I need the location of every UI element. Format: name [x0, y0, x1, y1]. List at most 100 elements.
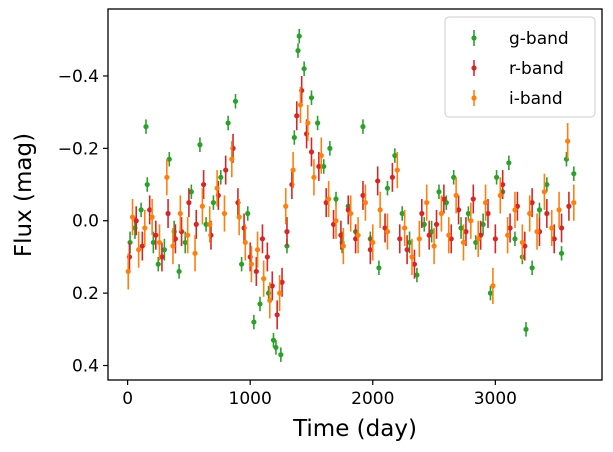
legend-entry: i-band — [471, 89, 563, 109]
y-tick-label: −0.4 — [58, 67, 99, 87]
marker — [487, 290, 494, 296]
marker — [279, 279, 285, 285]
marker — [229, 156, 235, 162]
marker — [254, 247, 261, 253]
marker — [274, 312, 280, 318]
data-point — [458, 217, 464, 239]
data-point — [544, 177, 550, 192]
data-point — [411, 249, 418, 279]
marker — [165, 210, 171, 217]
marker — [301, 66, 307, 72]
legend-box — [444, 16, 596, 118]
marker — [549, 225, 555, 231]
data-point — [259, 224, 266, 254]
marker — [236, 214, 242, 220]
data-point — [493, 170, 500, 185]
data-point — [394, 151, 400, 189]
marker — [297, 102, 304, 108]
data-point — [490, 267, 496, 304]
x-axis-title: Time (day) — [292, 416, 417, 442]
marker — [414, 272, 420, 278]
marker — [360, 192, 366, 199]
y-axis-title: Flux (mag) — [11, 133, 37, 257]
marker — [318, 152, 324, 159]
marker — [534, 229, 540, 235]
marker — [441, 196, 447, 202]
marker — [277, 290, 283, 296]
data-point — [199, 188, 205, 225]
marker — [571, 200, 577, 206]
marker — [523, 326, 529, 332]
x-tick-label: 3000 — [474, 389, 517, 409]
data-point — [296, 28, 302, 44]
marker — [156, 239, 163, 246]
data-point — [556, 191, 562, 228]
marker — [458, 225, 464, 231]
axis-ticks: 0 1000 2000 3000 −0.4 −0.2 0.0 0.2 0.4 — [58, 67, 517, 409]
data-point — [482, 184, 489, 221]
data-point — [170, 227, 176, 265]
data-point — [470, 184, 476, 214]
marker — [348, 210, 354, 217]
data-point — [451, 170, 457, 185]
data-point — [402, 209, 408, 247]
data-point — [185, 217, 191, 254]
data-point — [321, 159, 327, 174]
marker — [257, 301, 263, 307]
data-point — [523, 322, 529, 337]
data-point — [348, 195, 354, 232]
data-point — [529, 188, 535, 218]
data-point — [376, 260, 382, 276]
marker — [490, 283, 496, 289]
legend-marker — [471, 95, 477, 101]
data-point — [295, 43, 301, 58]
marker — [565, 138, 571, 144]
data-point — [269, 271, 275, 301]
marker — [376, 265, 382, 271]
data-point — [512, 191, 518, 228]
marker — [125, 268, 131, 275]
marker — [404, 247, 410, 253]
data-point — [414, 267, 420, 283]
data-point — [566, 191, 572, 221]
marker — [416, 236, 422, 242]
data-point — [273, 340, 279, 355]
data-point — [424, 184, 430, 221]
data-point — [210, 195, 217, 210]
data-point — [475, 220, 481, 257]
marker — [177, 210, 183, 217]
data-point — [125, 253, 131, 290]
marker — [248, 261, 255, 267]
data-point — [270, 332, 277, 348]
marker — [367, 247, 373, 253]
data-point — [399, 206, 405, 221]
data-point — [326, 180, 332, 218]
data-point — [283, 188, 289, 225]
data-point — [338, 220, 344, 250]
data-point — [455, 195, 462, 225]
data-point — [279, 267, 285, 297]
data-point — [389, 162, 395, 192]
data-point — [463, 217, 469, 247]
marker — [294, 113, 300, 119]
marker — [153, 232, 159, 238]
marker — [541, 189, 547, 195]
data-point — [436, 184, 442, 200]
marker — [144, 181, 150, 188]
data-point — [377, 191, 383, 228]
marker — [273, 344, 279, 351]
data-point — [284, 217, 290, 247]
marker — [164, 174, 170, 180]
marker — [149, 214, 155, 220]
marker — [571, 171, 577, 177]
marker — [133, 218, 139, 224]
data-point — [186, 188, 192, 218]
data-point — [375, 166, 381, 196]
marker — [485, 210, 491, 217]
marker — [556, 207, 562, 213]
marker — [384, 229, 391, 235]
marker — [150, 239, 156, 246]
marker — [505, 232, 511, 238]
data-point — [264, 242, 270, 272]
data-point — [421, 217, 427, 232]
